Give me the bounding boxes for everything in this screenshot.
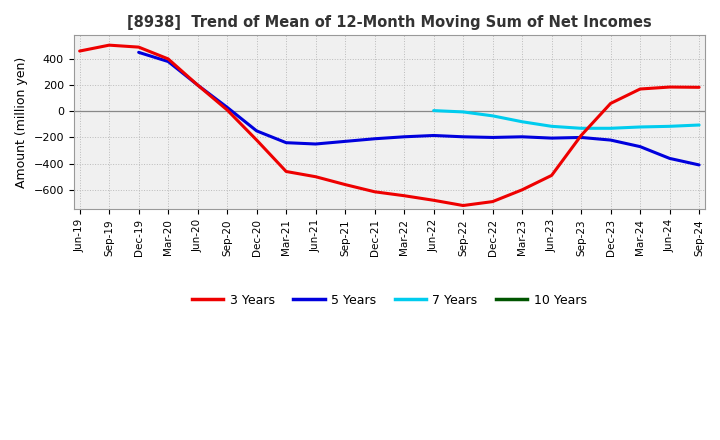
Title: [8938]  Trend of Mean of 12-Month Moving Sum of Net Incomes: [8938] Trend of Mean of 12-Month Moving … xyxy=(127,15,652,30)
Y-axis label: Amount (million yen): Amount (million yen) xyxy=(15,57,28,188)
Legend: 3 Years, 5 Years, 7 Years, 10 Years: 3 Years, 5 Years, 7 Years, 10 Years xyxy=(187,289,592,312)
